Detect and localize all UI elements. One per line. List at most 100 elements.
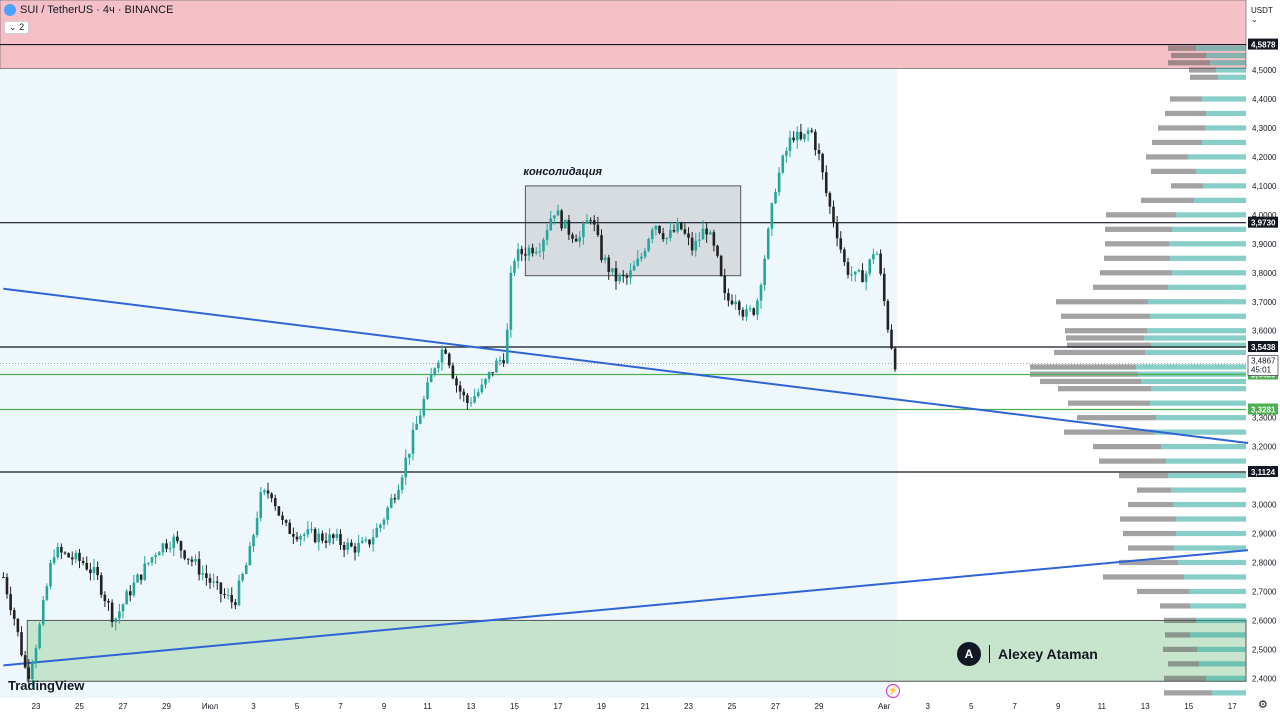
volume-profile-up [1170,255,1246,261]
level-price-label: 3,9730 [1251,219,1276,228]
time-tick-label: 19 [597,702,606,711]
candle-body [241,573,244,581]
candle-body [226,595,230,597]
author-divider [989,645,990,663]
chevron-down-icon: ⌄ [9,22,17,32]
price-tick-label: 2,7000 [1252,587,1277,596]
candle-body [748,308,752,310]
candle-body [821,153,824,173]
candle-body [284,520,288,523]
volume-profile-up [1171,487,1246,493]
candle-body [487,372,491,379]
candle-body [824,172,828,194]
volume-profile-up [1154,429,1246,435]
candle-body [393,498,397,500]
candle-body [509,272,513,330]
candle-body [317,533,321,543]
price-tick-label: 3,6000 [1252,327,1277,336]
price-tick-label: 3,0000 [1252,501,1277,510]
volume-profile-down [1061,313,1150,319]
candle-body [549,218,553,231]
time-tick-label: 11 [1098,702,1107,711]
time-axis[interactable] [0,698,1248,716]
candle-body [121,604,125,612]
candle-body [567,219,571,235]
candle-body [96,566,99,576]
candle-body [835,222,839,239]
volume-profile-up [1196,45,1246,51]
candle-body [658,225,661,234]
chart-header[interactable]: SUI / TetherUS · 4ч · BINANCE [4,4,173,16]
volume-profile-up [1169,241,1246,247]
candle-body [118,611,121,619]
volume-profile-up [1202,96,1246,102]
candle-body [687,233,690,238]
candle-body [741,309,745,317]
price-tick-label: 2,6000 [1252,616,1277,625]
candle-body [9,594,12,611]
time-tick-label: Июл [202,702,219,711]
indicators-toggle[interactable]: ⌄ 2 [4,21,30,34]
volume-profile-up [1141,378,1246,385]
candle-body [223,593,226,596]
candle-body [161,543,165,553]
volume-profile-down [1064,429,1154,435]
candle-body [647,239,650,251]
candle-body [259,492,263,519]
candle-body [890,329,893,349]
candle-body [563,219,567,229]
candle-body [817,150,821,154]
candle-body [38,624,41,649]
volume-profile-down [1137,588,1189,595]
candle-body [234,602,237,606]
volume-profile-down [1105,226,1172,232]
candle-body [491,372,495,374]
candle-body [244,565,248,574]
candle-body [455,378,458,386]
price-tick-label: 2,9000 [1252,530,1277,539]
candle-body [56,546,60,558]
candle-body [495,360,498,373]
volume-profile-down [1104,255,1170,261]
level-price-label: 4,5878 [1251,41,1276,50]
time-tick-label: Авг [878,702,891,711]
volume-profile-down [1151,168,1196,175]
candle-body [23,655,27,668]
candle-body [795,131,799,141]
candle-body [147,562,150,564]
price-tick-label: 3,2000 [1252,443,1277,452]
gear-icon[interactable]: ⚙ [1258,699,1268,711]
candle-body [596,224,600,236]
currency-label: USDT [1251,6,1273,15]
flash-icon[interactable]: ⚡ [886,684,900,698]
candle-body [556,210,560,216]
volume-profile-up [1206,110,1246,117]
candle-body [382,519,386,525]
candle-body [248,546,252,566]
candle-body [270,493,273,499]
candle-body [205,573,208,578]
candle-body [16,618,20,633]
candle-body [89,569,92,574]
volume-profile-down [1119,559,1178,566]
time-tick-label: 7 [1013,702,1018,711]
candle-body [20,632,23,656]
symbol-title[interactable]: SUI / TetherUS · 4ч · BINANCE [20,4,174,16]
candle-body [408,453,411,458]
currency-selector[interactable]: USDT ⌄ [1251,6,1280,24]
candle-body [803,133,806,140]
candle-body [694,240,698,251]
volume-profile-down [1106,212,1176,218]
candle-body [31,663,34,680]
time-tick-label: 5 [969,702,974,711]
level-price-badge [1248,216,1278,228]
volume-profile-down [1141,197,1194,203]
volume-profile-up [1176,530,1246,537]
candle-body [45,586,49,600]
candle-body [679,222,683,230]
time-tick-label: 3 [251,702,256,711]
candle-body [422,398,426,416]
candle-body [502,360,505,364]
candle-body [560,210,563,229]
